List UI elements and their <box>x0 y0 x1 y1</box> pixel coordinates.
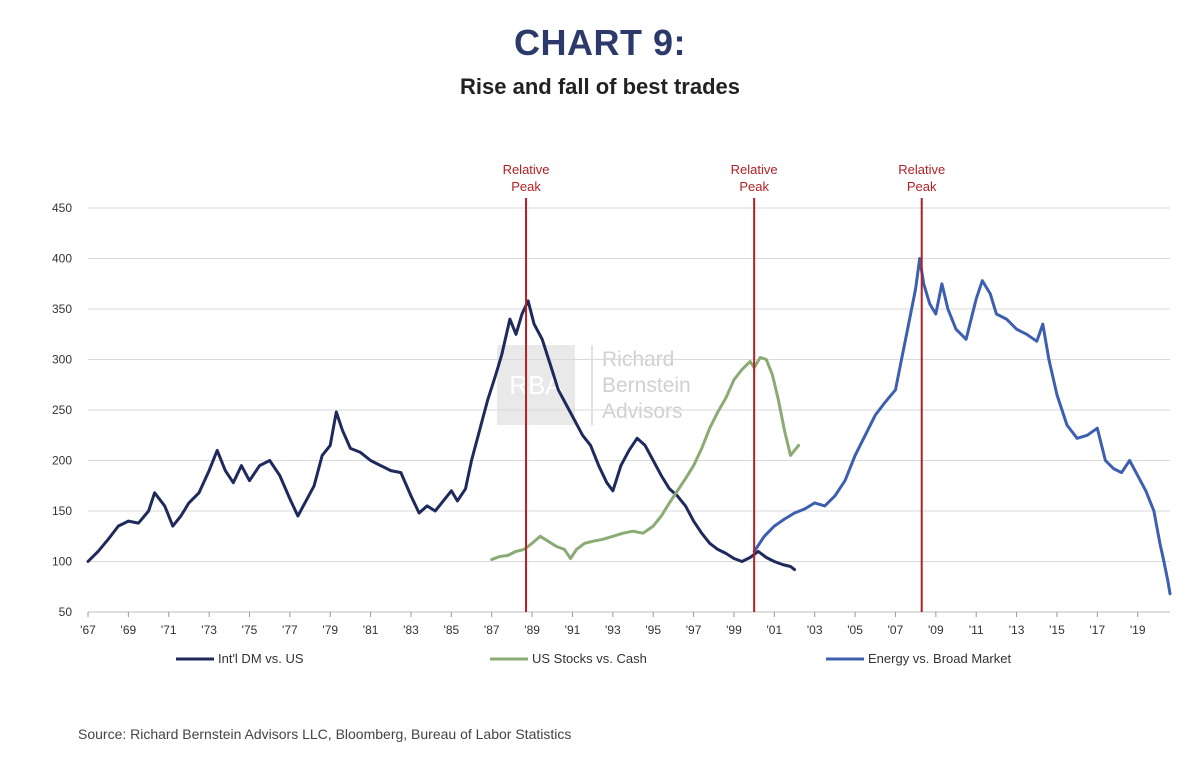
x-tick-label: '69 <box>121 623 137 637</box>
series-lines <box>86 257 1172 596</box>
y-tick-label: 350 <box>52 302 72 316</box>
chart-title: CHART 9: <box>514 22 686 63</box>
x-tick-label: '99 <box>726 623 742 637</box>
y-tick-label: 150 <box>52 504 72 518</box>
x-tick-label: '87 <box>484 623 500 637</box>
watermark-logo <box>497 345 575 425</box>
x-tick-label: '85 <box>444 623 460 637</box>
x-tick-label: '93 <box>605 623 621 637</box>
y-tick-label: 250 <box>52 403 72 417</box>
legend: Int'l DM vs. US US Stocks vs. Cash Energy … <box>176 651 1011 666</box>
x-tick-label: '73 <box>201 623 217 637</box>
peak-label: Peak <box>907 179 937 194</box>
peak-label: Relative <box>731 162 778 177</box>
series-line-2 <box>490 356 801 561</box>
x-tick-label: '81 <box>363 623 379 637</box>
x-axis-ticks: '67 '69 '71 '73 '75 '77 '79 '81 '83 '85 '87 '89 '91 '… <box>80 612 1146 637</box>
grid <box>88 207 1170 613</box>
peak-label: Peak <box>511 179 541 194</box>
chart-subtitle: Rise and fall of best trades <box>460 74 740 99</box>
y-tick-label: 50 <box>59 605 73 619</box>
x-tick-label: '75 <box>242 623 258 637</box>
legend-label-2: US Stocks vs. Cash <box>532 651 647 666</box>
x-tick-label: '03 <box>807 623 823 637</box>
relative-peak-markers: Relative Peak Relative Peak Relative Peak <box>503 162 945 612</box>
x-tick-label: '91 <box>565 623 581 637</box>
x-tick-label: '17 <box>1090 623 1106 637</box>
y-tick-label: 200 <box>52 454 72 468</box>
legend-label-1: Int'l DM vs. US <box>218 651 304 666</box>
peak-label: Relative <box>898 162 945 177</box>
source-note: Source: Richard Bernstein Advisors LLC, … <box>78 726 572 742</box>
y-tick-label: 100 <box>52 555 72 569</box>
x-tick-label: '07 <box>888 623 904 637</box>
legend-label-3: Energy vs. Broad Market <box>868 651 1011 666</box>
x-tick-label: '11 <box>969 623 984 637</box>
watermark-line-2: Bernstein <box>602 374 691 397</box>
series-line-1 <box>86 299 796 572</box>
x-tick-label: '15 <box>1049 623 1065 637</box>
x-tick-label: '95 <box>645 623 661 637</box>
x-tick-label: '19 <box>1130 623 1146 637</box>
y-tick-label: 450 <box>52 201 72 215</box>
x-tick-label: '13 <box>1009 623 1025 637</box>
x-tick-label: '05 <box>847 623 863 637</box>
x-tick-label: '01 <box>767 623 783 637</box>
y-tick-label: 400 <box>52 252 72 266</box>
x-tick-label: '89 <box>524 623 540 637</box>
peak-label: Relative <box>503 162 550 177</box>
peak-label: Peak <box>739 179 769 194</box>
series-line-3 <box>752 257 1172 596</box>
y-axis-ticks: 50 100 150 200 250 300 350 400 450 <box>52 201 72 619</box>
x-tick-label: '77 <box>282 623 298 637</box>
x-tick-label: '83 <box>403 623 419 637</box>
x-tick-label: '71 <box>161 623 177 637</box>
x-tick-label: '67 <box>80 623 96 637</box>
y-tick-label: 300 <box>52 353 72 367</box>
x-tick-label: '97 <box>686 623 702 637</box>
x-tick-label: '79 <box>322 623 338 637</box>
x-tick-label: '09 <box>928 623 944 637</box>
watermark-line-3: Advisors <box>602 400 683 423</box>
